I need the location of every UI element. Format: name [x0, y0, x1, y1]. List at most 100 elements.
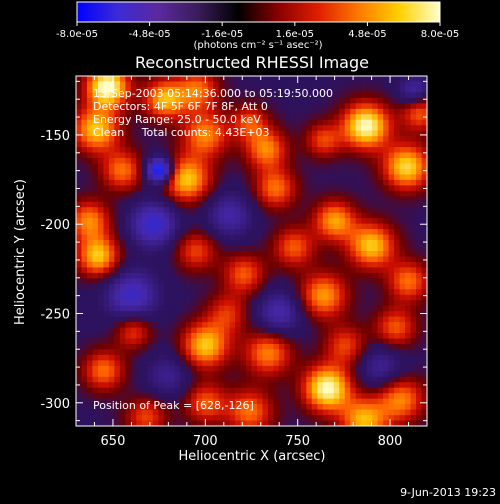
heatmap-cell	[410, 223, 417, 230]
heatmap-cell	[147, 327, 154, 334]
heatmap-cell	[333, 371, 340, 378]
heatmap-cell	[284, 311, 291, 318]
heatmap-cell	[399, 196, 406, 203]
heatmap-cell	[246, 316, 253, 323]
heatmap-cell	[344, 371, 351, 378]
heatmap-cell	[147, 261, 154, 269]
heatmap-cell	[350, 272, 357, 279]
heatmap-cell	[311, 196, 318, 203]
heatmap-cell	[328, 147, 335, 154]
heatmap-cell	[394, 267, 401, 274]
heatmap-cell	[394, 223, 401, 230]
heatmap-cell	[114, 245, 121, 252]
heatmap-cell	[174, 179, 181, 186]
heatmap-cell	[147, 97, 154, 104]
heatmap-cell	[147, 212, 154, 219]
heatmap-cell	[399, 382, 406, 389]
heatmap-cell	[388, 360, 395, 367]
heatmap-cell	[125, 305, 132, 312]
heatmap-cell	[394, 278, 401, 285]
heatmap-cell	[273, 119, 280, 126]
heatmap-cell	[224, 240, 231, 247]
heatmap-cell	[218, 322, 225, 329]
heatmap-cell	[246, 343, 253, 351]
heatmap-cell	[295, 185, 302, 192]
heatmap-cell	[416, 158, 423, 165]
heatmap-cell	[333, 223, 340, 230]
heatmap-cell	[169, 278, 176, 285]
heatmap-cell	[130, 81, 137, 88]
heatmap-cell	[377, 108, 384, 115]
heatmap-cell	[306, 201, 313, 208]
heatmap-cell	[339, 168, 346, 176]
heatmap-cell	[251, 179, 258, 186]
heatmap-cell	[114, 283, 121, 290]
heatmap-cell	[344, 278, 351, 285]
heatmap-cell	[147, 322, 154, 329]
heatmap-cell	[246, 398, 253, 405]
heatmap-cell	[76, 207, 83, 214]
heatmap-cell	[152, 289, 159, 296]
heatmap-cell	[295, 300, 302, 307]
heatmap-cell	[416, 97, 423, 104]
heatmap-cell	[202, 136, 209, 143]
heatmap-cell	[262, 300, 269, 307]
heatmap-cell	[103, 305, 110, 312]
heatmap-cell	[185, 245, 192, 252]
heatmap-cell	[410, 207, 417, 214]
heatmap-cell	[399, 404, 406, 411]
heatmap-cell	[361, 201, 368, 208]
heatmap-cell	[339, 360, 346, 367]
heatmap-cell	[322, 86, 329, 94]
heatmap-cell	[97, 376, 105, 383]
heatmap-cell	[273, 190, 280, 197]
heatmap-cell	[125, 168, 132, 176]
heatmap-cell	[169, 212, 176, 219]
heatmap-cell	[108, 420, 115, 426]
heatmap-cell	[251, 354, 258, 361]
heatmap-cell	[344, 343, 351, 351]
heatmap-cell	[103, 256, 110, 263]
heatmap-cell	[229, 119, 236, 126]
heatmap-cell	[295, 404, 302, 411]
heatmap-cell	[76, 201, 83, 208]
heatmap-cell	[344, 234, 351, 241]
heatmap-cell	[295, 218, 302, 225]
heatmap-cell	[119, 420, 126, 426]
heatmap-cell	[339, 245, 346, 252]
heatmap-cell	[158, 218, 165, 225]
heatmap-cell	[103, 92, 110, 99]
heatmap-cell	[119, 86, 126, 94]
heatmap-cell	[158, 360, 165, 367]
heatmap-cell	[383, 207, 390, 214]
heatmap-cell	[224, 201, 231, 208]
heatmap-cell	[191, 234, 198, 241]
heatmap-cell	[76, 283, 83, 290]
heatmap-cell	[240, 108, 247, 115]
heatmap-cell	[103, 234, 110, 241]
heatmap-cell	[218, 125, 225, 132]
heatmap-cell	[136, 201, 143, 208]
heatmap-cell	[202, 97, 209, 104]
heatmap-cell	[344, 158, 351, 165]
heatmap-cell	[196, 174, 203, 181]
heatmap-cell	[97, 256, 105, 263]
heatmap-cell	[229, 136, 236, 143]
heatmap-cell	[246, 278, 253, 285]
heatmap-cell	[372, 272, 379, 279]
heatmap-cell	[147, 163, 154, 170]
heatmap-cell	[366, 267, 373, 274]
heatmap-cell	[267, 76, 275, 83]
heatmap-cell	[246, 108, 253, 115]
heatmap-cell	[224, 354, 231, 361]
heatmap-cell	[169, 245, 176, 252]
heatmap-cell	[130, 168, 137, 176]
heatmap-cell	[278, 311, 285, 318]
heatmap-cell	[136, 218, 143, 225]
heatmap-cell	[97, 349, 105, 356]
heatmap-cell	[218, 404, 225, 411]
heatmap-cell	[388, 196, 395, 203]
heatmap-cell	[97, 92, 105, 99]
heatmap-cell	[191, 218, 198, 225]
heatmap-cell	[191, 343, 198, 351]
